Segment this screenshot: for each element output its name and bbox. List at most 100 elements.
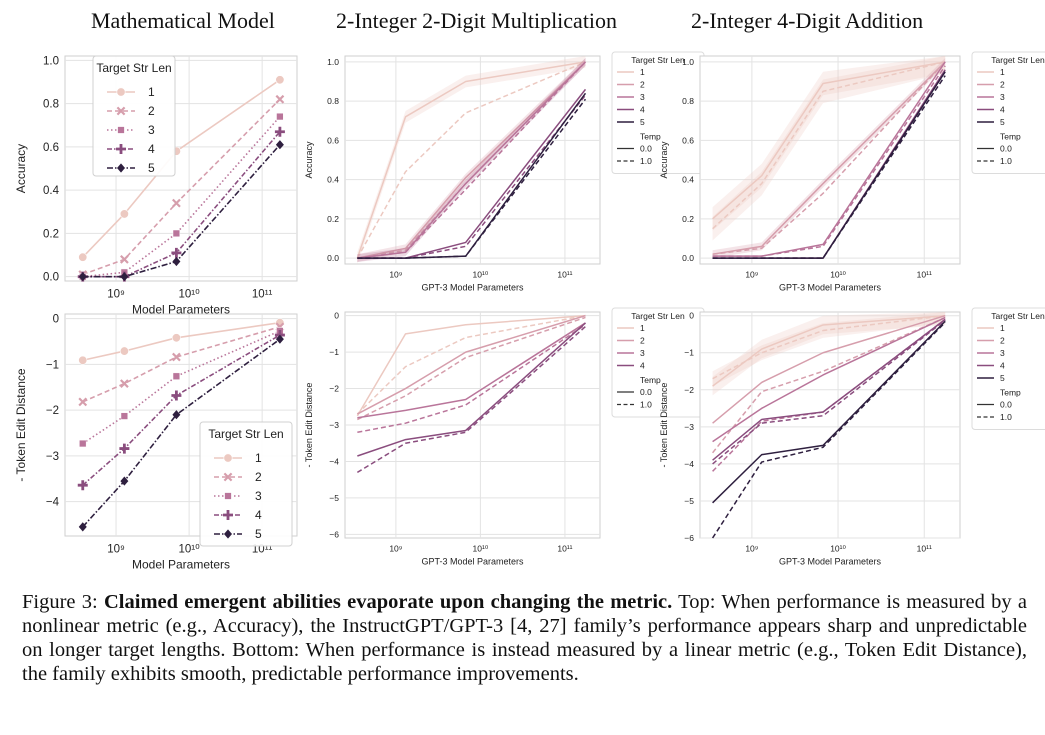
series-line-3-temp-1.0	[357, 324, 586, 434]
data-point-3	[120, 412, 129, 420]
chart-multiplication-accuracy: 0.0 0.2 0.4 0.6 0.8 1.0 10⁹ 10¹⁰ 10¹¹ GPT-3 Model…	[304, 51, 705, 293]
series-line-4	[82, 334, 281, 486]
y-tick-label: 0	[53, 314, 59, 326]
column-title-addition: 2-Integer 4-Digit Addition	[691, 8, 924, 33]
data-point-1	[119, 209, 129, 219]
legend-label-1: 1	[148, 85, 155, 99]
series-line-5	[82, 144, 281, 278]
legend-label-3: 3	[255, 489, 262, 503]
x-tick-label: 10¹⁰	[830, 544, 846, 554]
series-line-2	[82, 326, 281, 403]
y-tick-label: −3	[329, 420, 339, 430]
series-line-5-temp-1.0	[712, 75, 946, 259]
legend-label-4: 4	[640, 105, 645, 115]
legend-title: Target Str Len	[96, 61, 171, 75]
x-axis-label: Model Parameters	[132, 303, 230, 317]
legend-label-temp-0.0: 0.0	[640, 387, 652, 397]
x-tick-label: 10⁹	[389, 544, 402, 554]
series-line-3-temp-0.0	[712, 316, 946, 443]
legend-marker-1	[116, 87, 126, 97]
caption-bold: Claimed emergent abilities evaporate upo…	[104, 591, 673, 613]
y-axis-label: Accuracy	[659, 141, 669, 179]
legend-label-4: 4	[1000, 361, 1005, 371]
series-line-5-temp-0.0	[712, 320, 946, 504]
series-line-2-temp-1.0	[357, 316, 586, 421]
legend-marker-4	[223, 510, 233, 520]
x-axis-label: GPT-3 Model Parameters	[779, 283, 882, 293]
series-line-3	[82, 330, 281, 445]
y-tick-label: 0	[334, 311, 339, 321]
legend-label-temp-0.0: 0.0	[1000, 400, 1012, 410]
series-line-5	[82, 338, 281, 528]
x-tick-label: 10¹⁰	[473, 544, 489, 554]
data-point-1	[119, 346, 129, 356]
x-tick-label: 10¹⁰	[178, 289, 200, 301]
chart-addition-accuracy: 0.0 0.2 0.4 0.6 0.8 1.0 10⁹ 10¹⁰ 10¹¹ GPT-3 Model…	[659, 51, 1045, 293]
y-axis-label: - Token Edit Distance	[659, 383, 669, 468]
x-tick-label: 10⁹	[389, 270, 402, 280]
y-tick-label: −5	[329, 493, 339, 503]
series-line-4-temp-0.0	[712, 318, 946, 461]
legend-marker-4	[116, 144, 126, 154]
y-tick-label: −4	[684, 459, 694, 469]
x-tick-label: 10¹⁰	[473, 270, 489, 280]
y-axis-label: Accuracy	[304, 141, 314, 179]
legend-label-1: 1	[1000, 67, 1005, 77]
y-tick-label: 0.0	[682, 253, 694, 263]
y-tick-label: 0.4	[327, 175, 339, 185]
legend-label-1: 1	[1000, 323, 1005, 333]
series-line-4-temp-1.0	[712, 319, 946, 465]
y-tick-label: 0.8	[682, 96, 694, 106]
y-tick-label: 0.4	[43, 185, 60, 197]
y-tick-label: 0.2	[327, 214, 339, 224]
series-line-4-temp-0.0	[357, 322, 586, 457]
legend-title: Target Str Len	[208, 427, 283, 441]
series-line-1-temp-1.0	[712, 61, 946, 230]
legend-title: Target Str Len	[631, 311, 685, 321]
legend-title: Target Str Len	[991, 311, 1045, 321]
x-tick-label: 10¹⁰	[178, 544, 200, 556]
y-tick-label: 1.0	[682, 57, 694, 67]
x-tick-label: 10⁹	[107, 289, 125, 301]
legend-title-temp: Temp	[640, 375, 661, 385]
legend-label-temp-1.0: 1.0	[1000, 412, 1012, 422]
series-line-1	[82, 321, 281, 362]
data-point-2	[120, 254, 129, 264]
y-tick-label: −1	[684, 348, 694, 358]
y-tick-label: −1	[46, 359, 59, 371]
x-tick-label: 10¹¹	[917, 270, 932, 280]
y-tick-label: −2	[46, 405, 59, 417]
legend-label-temp-1.0: 1.0	[1000, 156, 1012, 166]
y-tick-label: −3	[46, 451, 59, 463]
y-tick-label: −3	[684, 422, 694, 432]
series-line-2-temp-1.0	[712, 316, 946, 454]
x-axis-label: GPT-3 Model Parameters	[421, 283, 524, 293]
data-point-3	[172, 372, 181, 380]
series-line-2	[82, 98, 281, 276]
data-point-1	[78, 252, 88, 262]
x-tick-label: 10⁹	[745, 544, 758, 554]
legend-label-2: 2	[148, 104, 155, 118]
series-band-1	[712, 56, 946, 231]
figure-caption: Figure 3: Claimed emergent abilities eva…	[22, 590, 1027, 686]
y-tick-label: −2	[684, 385, 694, 395]
legend-label-3: 3	[1000, 348, 1005, 358]
legend-title-temp: Temp	[640, 132, 661, 142]
legend-box	[971, 307, 1045, 430]
series-line-1	[82, 79, 281, 258]
series-line-3-temp-1.0	[357, 61, 587, 259]
y-axis-label: - Token Edit Distance	[14, 368, 28, 481]
legend-label-2: 2	[640, 336, 645, 346]
legend-box	[92, 55, 176, 177]
y-tick-label: −5	[684, 496, 694, 506]
legend-label-3: 3	[148, 123, 155, 137]
series-line-5-temp-1.0	[711, 321, 946, 539]
y-tick-label: −1	[329, 347, 339, 357]
y-tick-label: −6	[329, 529, 339, 539]
data-point-3	[276, 112, 284, 121]
x-tick-label: 10¹¹	[917, 544, 932, 554]
legend-label-2: 2	[1000, 80, 1005, 90]
data-point-3	[172, 229, 181, 238]
legend-title-temp: Temp	[1000, 388, 1021, 398]
legend-label-4: 4	[148, 142, 155, 156]
